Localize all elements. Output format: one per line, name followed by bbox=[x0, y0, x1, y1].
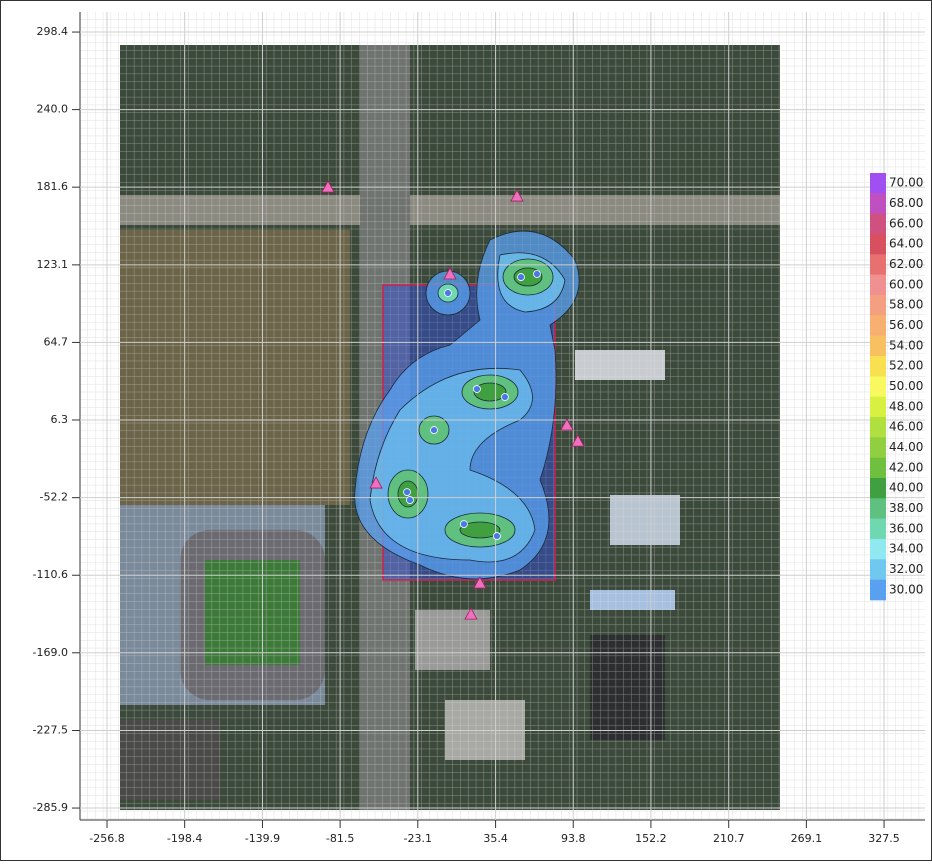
y-tick-label: 298.4 bbox=[37, 25, 69, 38]
colorbar-swatch bbox=[870, 295, 886, 316]
colorbar-swatch bbox=[870, 417, 886, 438]
x-tick-label: 269.1 bbox=[791, 832, 823, 845]
x-tick-label: -198.4 bbox=[167, 832, 202, 845]
colorbar-swatch bbox=[870, 498, 886, 519]
y-tick-label: 123.1 bbox=[37, 258, 69, 271]
y-tick-label: 64.7 bbox=[44, 335, 69, 348]
x-tick-label: 210.7 bbox=[713, 832, 745, 845]
colorbar-label: 62.00 bbox=[889, 257, 923, 271]
source-point bbox=[431, 427, 438, 434]
colorbar-label: 30.00 bbox=[889, 582, 923, 596]
colorbar-label: 32.00 bbox=[889, 562, 923, 576]
chart: -256.8 -198.4 -139.9 -81.5 -23.1 35.4 93.8 152.… bbox=[0, 0, 932, 861]
colorbar-swatch bbox=[870, 254, 886, 275]
x-tick-label: 35.4 bbox=[483, 832, 508, 845]
colorbar-swatch bbox=[870, 559, 886, 580]
colorbar-swatch bbox=[870, 458, 886, 479]
colorbar-swatch bbox=[870, 437, 886, 458]
colorbar-label: 70.00 bbox=[889, 176, 923, 190]
source-point bbox=[517, 274, 524, 281]
y-tick-label: 6.3 bbox=[51, 413, 69, 426]
x-tick-label: -81.5 bbox=[326, 832, 354, 845]
x-tick-label: -23.1 bbox=[404, 832, 432, 845]
source-point bbox=[460, 521, 467, 528]
colorbar-swatch bbox=[870, 356, 886, 377]
source-point bbox=[404, 489, 411, 496]
y-tick-label: -52.2 bbox=[40, 491, 68, 504]
colorbar-label: 40.00 bbox=[889, 481, 923, 495]
colorbar-swatch bbox=[870, 519, 886, 540]
x-tick-label: 327.5 bbox=[868, 832, 900, 845]
colorbar-label: 48.00 bbox=[889, 399, 923, 413]
x-tick-label: -139.9 bbox=[245, 832, 280, 845]
colorbar-swatch bbox=[870, 315, 886, 336]
colorbar-swatch bbox=[870, 234, 886, 255]
colorbar-swatch bbox=[870, 336, 886, 357]
colorbar-label: 60.00 bbox=[889, 277, 923, 291]
colorbar-swatch bbox=[870, 397, 886, 418]
colorbar-label: 58.00 bbox=[889, 298, 923, 312]
x-tick-label: -256.8 bbox=[89, 832, 124, 845]
colorbar-label: 46.00 bbox=[889, 420, 923, 434]
colorbar-swatch bbox=[870, 173, 886, 194]
colorbar-label: 68.00 bbox=[889, 196, 923, 210]
colorbar-label: 38.00 bbox=[889, 501, 923, 515]
colorbar-swatch bbox=[870, 478, 886, 499]
source-point bbox=[501, 394, 508, 401]
colorbar-label: 54.00 bbox=[889, 338, 923, 352]
colorbar-label: 56.00 bbox=[889, 318, 923, 332]
x-tick-label: 152.2 bbox=[635, 832, 667, 845]
colorbar-label: 42.00 bbox=[889, 460, 923, 474]
y-tick-label: 181.6 bbox=[37, 180, 69, 193]
colorbar-swatch bbox=[870, 193, 886, 214]
colorbar-swatch bbox=[870, 539, 886, 560]
source-point bbox=[533, 271, 540, 278]
colorbar-swatch bbox=[870, 214, 886, 235]
y-tick-label: -169.0 bbox=[33, 646, 68, 659]
colorbar-label: 44.00 bbox=[889, 440, 923, 454]
colorbar-label: 52.00 bbox=[889, 359, 923, 373]
colorbar-swatch bbox=[870, 275, 886, 296]
colorbar-label: 66.00 bbox=[889, 216, 923, 230]
y-tick-label: 240.0 bbox=[37, 103, 69, 116]
x-tick-label: 93.8 bbox=[561, 832, 586, 845]
source-point bbox=[493, 533, 500, 540]
colorbar-label: 64.00 bbox=[889, 237, 923, 251]
colorbar-swatch bbox=[870, 376, 886, 397]
colorbar-label: 34.00 bbox=[889, 542, 923, 556]
colorbar-label: 50.00 bbox=[889, 379, 923, 393]
y-tick-label: -110.6 bbox=[33, 568, 68, 581]
source-point bbox=[444, 290, 451, 297]
source-point bbox=[406, 497, 413, 504]
colorbar-swatch bbox=[870, 580, 886, 601]
y-tick-label: -227.5 bbox=[33, 723, 68, 736]
source-point bbox=[473, 386, 480, 393]
y-tick-label: -285.9 bbox=[33, 801, 68, 814]
colorbar-label: 36.00 bbox=[889, 521, 923, 535]
